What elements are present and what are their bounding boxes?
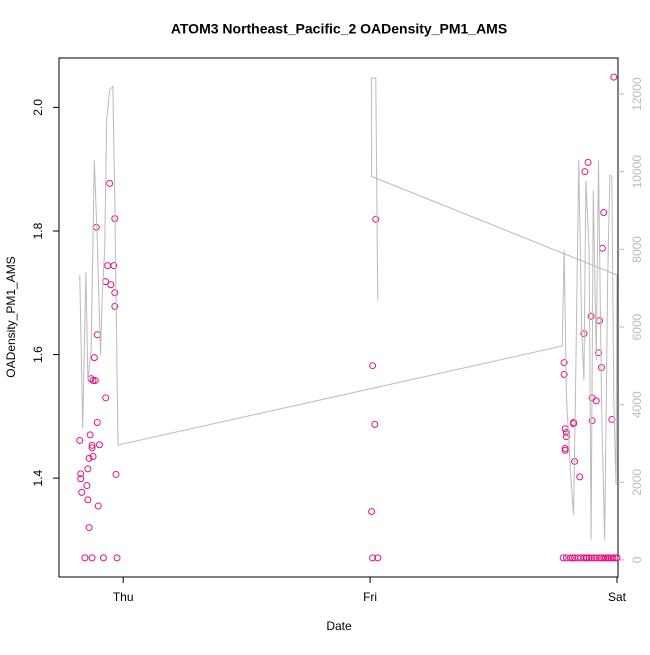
point (371, 420, 379, 428)
x-tick-label: Sat (608, 590, 627, 604)
point (111, 289, 119, 297)
y2-tick-label: 0 (630, 556, 644, 563)
point (83, 482, 91, 490)
point (584, 158, 592, 166)
point (99, 554, 107, 562)
y-tick-label: 1.8 (31, 222, 45, 239)
point (562, 433, 570, 441)
point (600, 208, 608, 216)
point (77, 470, 85, 478)
point (561, 444, 569, 452)
point (369, 362, 377, 370)
y2-tick-label: 6000 (630, 313, 644, 340)
point (77, 475, 85, 483)
point (84, 465, 92, 473)
point (85, 524, 93, 532)
point (84, 496, 92, 504)
point (587, 312, 595, 320)
point (602, 554, 610, 562)
point (89, 377, 97, 385)
point (111, 302, 119, 310)
point (560, 359, 568, 367)
y-tick-label: 2.0 (31, 99, 45, 116)
point (581, 168, 589, 176)
point (562, 428, 570, 436)
point (91, 377, 99, 385)
point (561, 446, 569, 454)
x-axis-label: Date (326, 619, 352, 633)
point (95, 441, 103, 449)
point (613, 554, 621, 562)
point (112, 470, 120, 478)
point (610, 73, 618, 81)
y-tick-label: 1.6 (31, 346, 45, 363)
y2-tick-label: 12000 (630, 77, 644, 111)
point (592, 397, 600, 405)
point (113, 554, 121, 562)
point (608, 415, 616, 423)
point (585, 554, 593, 562)
line (79, 77, 618, 540)
point (600, 554, 608, 562)
point (88, 554, 96, 562)
point (559, 554, 567, 562)
point (76, 436, 84, 444)
y2-tick-label: 10000 (630, 155, 644, 189)
point (110, 262, 118, 270)
point (88, 441, 96, 449)
y2-tick-label: 8000 (630, 236, 644, 263)
point (106, 179, 114, 187)
y-axis-label: OADensity_PM1_AMS (4, 256, 18, 377)
point (368, 508, 376, 516)
point (107, 281, 115, 289)
point (611, 554, 619, 562)
point (94, 502, 102, 510)
chart-title: ATOM3 Northeast_Pacific_2 OADensity_PM1_… (171, 21, 507, 37)
point (85, 454, 93, 462)
y2-tick-label: 2000 (630, 469, 644, 496)
point (569, 554, 577, 562)
point (594, 349, 602, 357)
point (88, 444, 96, 452)
plot-box (58, 57, 619, 578)
point (372, 215, 380, 223)
y2-tick-label: 4000 (630, 391, 644, 418)
point (609, 554, 617, 562)
y-tick-label: 1.4 (31, 469, 45, 486)
point (592, 554, 600, 562)
point (580, 554, 588, 562)
point (570, 420, 578, 428)
point (90, 354, 98, 362)
point (560, 370, 568, 378)
x-tick-label: Thu (113, 590, 134, 604)
x-tick-label: Fri (363, 590, 377, 604)
point (588, 554, 596, 562)
point (86, 431, 94, 439)
point (102, 394, 110, 402)
point (93, 419, 101, 427)
point (576, 473, 584, 481)
point (81, 554, 89, 562)
point (374, 554, 382, 562)
point (89, 453, 97, 461)
point (78, 488, 86, 496)
point (369, 554, 377, 562)
point (566, 554, 574, 562)
point (590, 554, 598, 562)
point (583, 554, 591, 562)
